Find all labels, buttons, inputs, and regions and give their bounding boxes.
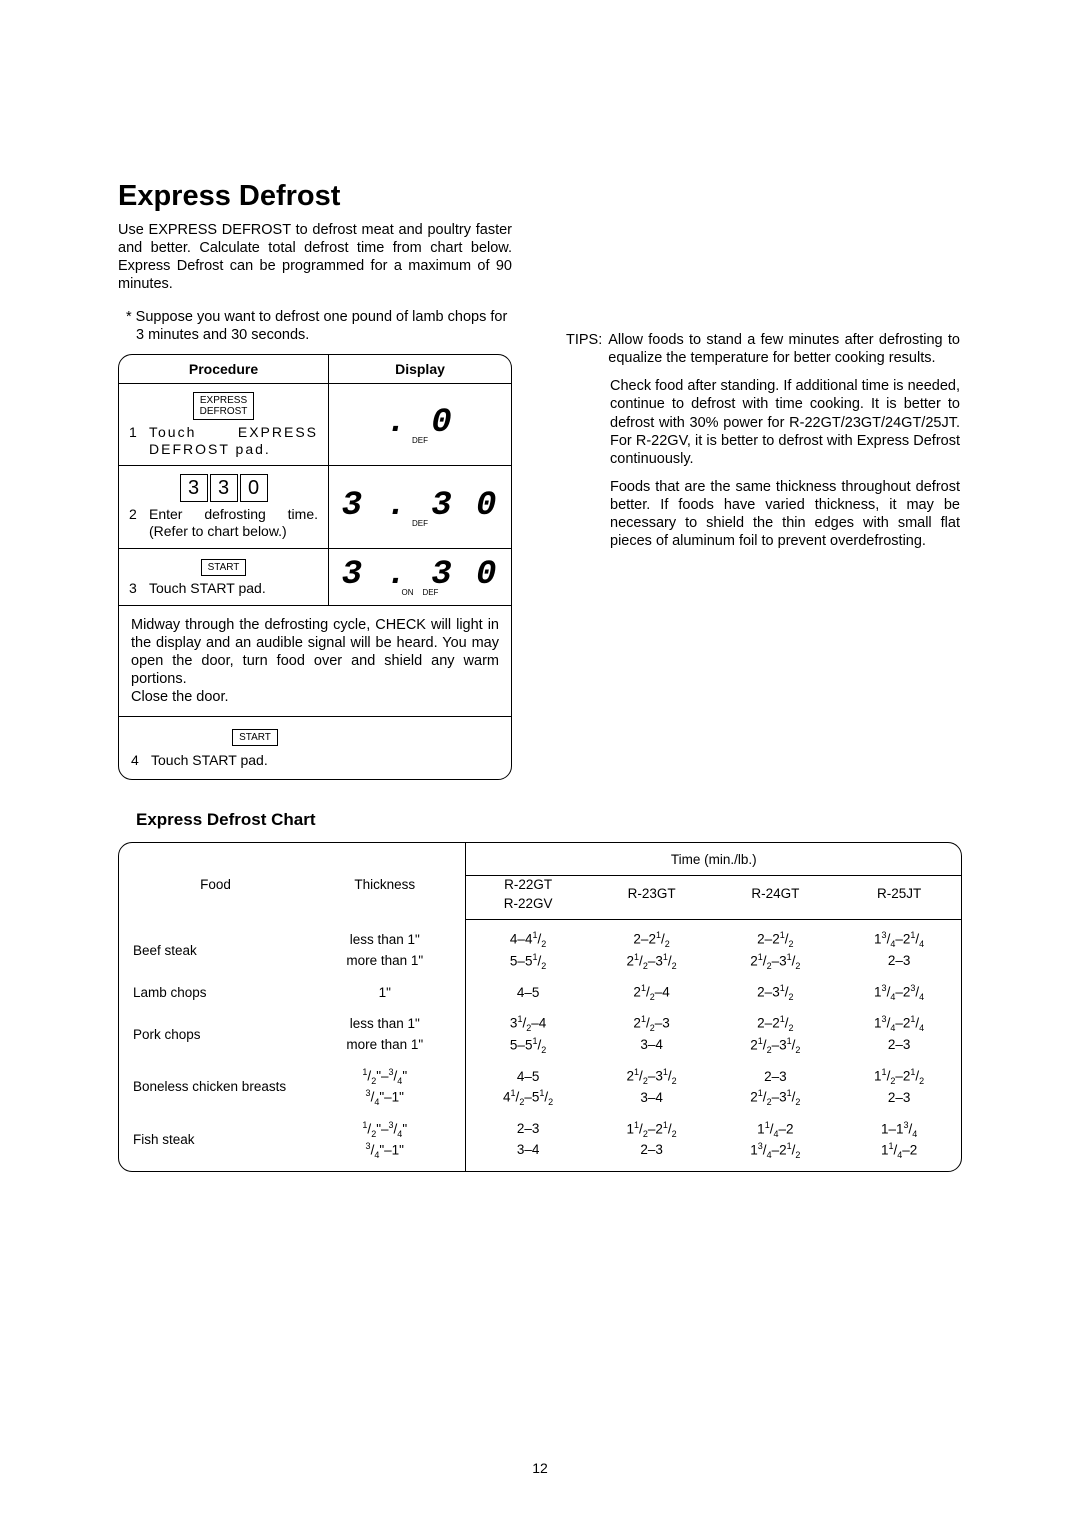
table-cell-time: 21/2–3 xyxy=(590,1013,714,1034)
procedure-header-left: Procedure xyxy=(119,355,329,383)
step-text: Enter defrosting time. (Refer to chart b… xyxy=(149,506,318,540)
table-cell-time: 11/4–2 xyxy=(837,1140,961,1161)
table-cell-time: 5–51/2 xyxy=(466,951,590,972)
procedure-header-right: Display xyxy=(329,355,511,383)
table-cell-time: 13/4–21/2 xyxy=(713,1140,837,1161)
table-cell-thickness: less than 1" xyxy=(304,929,466,950)
example-paragraph: * Suppose you want to defrost one pound … xyxy=(118,308,512,344)
table-cell-thickness: 3/4"–1" xyxy=(304,1087,466,1108)
digit-key: 3 xyxy=(210,474,238,502)
table-cell-time: 3–4 xyxy=(466,1140,590,1161)
table-cell-food: Lamb chops xyxy=(119,982,304,1003)
table-cell-food: Pork chops xyxy=(119,1013,304,1056)
table-cell-time: 2–3 xyxy=(590,1140,714,1161)
step-text: Touch START pad. xyxy=(151,752,499,769)
table-cell-time: 11/2–21/2 xyxy=(590,1119,714,1140)
step-text: Touch START pad. xyxy=(149,580,318,597)
table-cell-time: 2–21/2 xyxy=(590,929,714,950)
keypad: 3 3 0 xyxy=(180,474,268,502)
table-cell-time: 2–3 xyxy=(837,951,961,972)
col-header-thickness: Thickness xyxy=(304,843,466,919)
digit-key: 0 xyxy=(240,474,268,502)
step-number: 4 xyxy=(131,752,145,768)
table-cell-time: 41/2–51/2 xyxy=(466,1087,590,1108)
tips-label: TIPS: xyxy=(566,331,602,367)
table-cell-time: 13/4–21/4 xyxy=(837,929,961,950)
model-header: R-25JT xyxy=(837,876,961,919)
chart-title: Express Defrost Chart xyxy=(136,810,962,830)
table-cell-thickness: 1" xyxy=(304,982,466,1003)
table-cell-time: 21/2–4 xyxy=(590,982,714,1003)
table-cell-time: 4–5 xyxy=(466,982,590,1003)
table-cell-time: 21/2–31/2 xyxy=(713,1087,837,1108)
table-cell-time: 4–41/2 xyxy=(466,929,590,950)
table-cell-thickness: 3/4"–1" xyxy=(304,1140,466,1161)
table-cell-time: 2–21/2 xyxy=(713,1013,837,1034)
table-cell-time: 2–3 xyxy=(837,1035,961,1056)
table-cell-food: Beef steak xyxy=(119,929,304,972)
tips-paragraph: Allow foods to stand a few minutes after… xyxy=(608,331,960,367)
table-cell-thickness: more than 1" xyxy=(304,951,466,972)
start-key: START xyxy=(201,559,247,576)
table-cell-time: 4–5 xyxy=(466,1066,590,1087)
table-cell-time: 21/2–31/2 xyxy=(590,951,714,972)
table-cell-time: 3–4 xyxy=(590,1087,714,1108)
table-cell-time: 2–31/2 xyxy=(713,982,837,1003)
step-number: 3 xyxy=(129,580,143,596)
col-header-food: Food xyxy=(119,843,304,919)
table-cell-thickness: 1/2"–3/4" xyxy=(304,1066,466,1087)
start-key: START xyxy=(232,729,278,746)
table-cell-time: 5–51/2 xyxy=(466,1035,590,1056)
page-number: 12 xyxy=(0,1460,1080,1476)
table-cell-time: 2–3 xyxy=(837,1087,961,1108)
table-cell-time: 11/4–2 xyxy=(713,1119,837,1140)
defrost-chart: Food Thickness Time (min./lb.) R-22GTR-2… xyxy=(118,842,962,1172)
midway-note: Midway through the defrosting cycle, CHE… xyxy=(119,606,511,717)
table-cell-time: 21/2–31/2 xyxy=(713,1035,837,1056)
model-header: R-23GT xyxy=(590,876,714,919)
page-title: Express Defrost xyxy=(118,180,962,213)
step-number: 2 xyxy=(129,506,143,522)
table-cell-time: 21/2–31/2 xyxy=(590,1066,714,1087)
table-cell-time: 3–4 xyxy=(590,1035,714,1056)
model-header: R-22GTR-22GV xyxy=(466,876,590,919)
table-cell-thickness: more than 1" xyxy=(304,1035,466,1056)
table-cell-thickness: 1/2"–3/4" xyxy=(304,1119,466,1140)
digit-key: 3 xyxy=(180,474,208,502)
time-header: Time (min./lb.) xyxy=(466,843,961,876)
table-cell-time: 2–3 xyxy=(713,1066,837,1087)
step-text: Touch EXPRESS DEFROST pad. xyxy=(149,424,318,458)
tips-paragraph: Foods that are the same thickness throug… xyxy=(566,478,960,551)
model-header: R-24GT xyxy=(713,876,837,919)
table-cell-time: 11/2–21/2 xyxy=(837,1066,961,1087)
table-cell-time: 13/4–21/4 xyxy=(837,1013,961,1034)
table-cell-food: Fish steak xyxy=(119,1119,304,1162)
table-cell-time: 31/2–4 xyxy=(466,1013,590,1034)
table-cell-thickness: less than 1" xyxy=(304,1013,466,1034)
tips-paragraph: Check food after standing. If additional… xyxy=(566,377,960,468)
procedure-box: Procedure Display EXPRESS DEFROST 1 Touc… xyxy=(118,354,512,780)
table-cell-time: 2–3 xyxy=(466,1119,590,1140)
intro-paragraph: Use EXPRESS DEFROST to defrost meat and … xyxy=(118,221,512,294)
table-cell-time: 13/4–23/4 xyxy=(837,982,961,1003)
table-cell-time: 1–13/4 xyxy=(837,1119,961,1140)
express-defrost-key: EXPRESS DEFROST xyxy=(193,392,255,420)
table-cell-food: Boneless chicken breasts xyxy=(119,1066,304,1109)
table-cell-time: 21/2–31/2 xyxy=(713,951,837,972)
table-cell-time: 2–21/2 xyxy=(713,929,837,950)
step-number: 1 xyxy=(129,424,143,440)
